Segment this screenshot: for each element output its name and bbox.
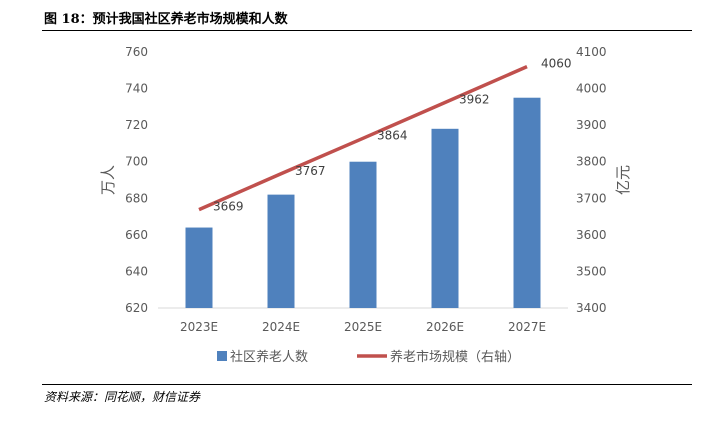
y-axis-title: 万人 (99, 165, 117, 195)
bar-2025E (349, 161, 377, 308)
right-axis-ticks: 3400 3500 3600 3700 3800 3900 4000 4100 (576, 45, 607, 315)
x-axis-ticks: 2023E 2024E 2025E 2026E 2027E (180, 320, 546, 334)
line-data-label: 4060 (541, 57, 572, 71)
x-tick-label: 2027E (508, 320, 546, 334)
x-tick-label: 2026E (426, 320, 464, 334)
y2-tick-label: 3900 (576, 118, 607, 132)
y-tick-label: 640 (125, 264, 148, 278)
y-tick-label: 680 (125, 191, 148, 205)
bar-2026E (431, 128, 459, 308)
top-rule (42, 30, 692, 31)
line-data-label: 3962 (459, 92, 490, 106)
y2-tick-label: 3800 (576, 155, 607, 169)
y-tick-label: 720 (125, 118, 148, 132)
y-tick-label: 740 (125, 82, 148, 96)
left-axis-ticks: 620 640 660 680 700 720 740 760 (125, 45, 148, 315)
legend: 社区养老人数 养老市场规模（右轴） (217, 349, 520, 365)
y-tick-label: 620 (125, 301, 148, 315)
bar-series (185, 97, 541, 308)
y2-axis-title: 亿元 (614, 165, 632, 195)
bar-2024E (267, 194, 295, 308)
x-tick-label: 2024E (262, 320, 300, 334)
y-tick-label: 660 (125, 228, 148, 242)
y2-tick-label: 3500 (576, 264, 607, 278)
y2-tick-label: 3700 (576, 191, 607, 205)
line-data-label: 3669 (213, 200, 244, 214)
line-data-labels: 3669 3767 3864 3962 4060 (213, 57, 572, 214)
line-data-label: 3864 (377, 128, 408, 142)
line-series (198, 65, 528, 212)
source-note: 资料来源：同花顺，财信证券 (44, 390, 201, 404)
legend-swatch-bar (217, 351, 227, 361)
bar-2027E (513, 97, 541, 308)
bar-2023E (185, 227, 213, 308)
y-tick-label: 700 (125, 155, 148, 169)
bottom-rule (42, 384, 692, 385)
line-data-label: 3767 (295, 164, 326, 178)
legend-label-bar: 社区养老人数 (230, 349, 308, 365)
x-tick-label: 2023E (180, 320, 218, 334)
figure-title: 图 18：预计我国社区养老市场规模和人数 (44, 12, 288, 27)
legend-label-line: 养老市场规模（右轴） (390, 349, 520, 365)
y2-tick-label: 3600 (576, 228, 607, 242)
y2-tick-label: 3400 (576, 301, 607, 315)
x-tick-label: 2025E (344, 320, 382, 334)
y2-tick-label: 4100 (576, 45, 607, 59)
y-tick-label: 760 (125, 45, 148, 59)
y2-tick-label: 4000 (576, 82, 607, 96)
